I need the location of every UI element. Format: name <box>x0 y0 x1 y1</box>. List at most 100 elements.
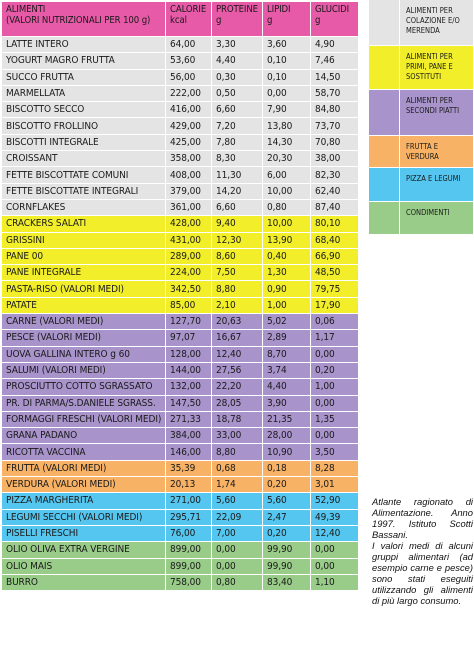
value-cell-prot: 18,78 <box>211 410 263 429</box>
value-cell-lip: 0,20 <box>262 476 311 494</box>
value-cell-lip: 99,90 <box>262 557 311 575</box>
table-row: OLIO OLIVA EXTRA VERGINE 899,00 0,00 99,90 0… <box>1 541 359 559</box>
value-cell-prot: 12,30 <box>211 231 263 249</box>
value-cell-prot: 7,80 <box>211 133 263 152</box>
table-row: SALUMI (VALORI MEDI) 144,00 27,56 3,74 0,20 <box>1 361 359 380</box>
value-cell-lip: 20,30 <box>262 150 311 168</box>
note-text: I valori medi di alcuni gruppi alimentar… <box>372 540 473 606</box>
header-food: ALIMENTI (VALORI NUTRIZIONALI PER 100 g) <box>1 1 166 37</box>
value-cell-cal: 361,00 <box>165 198 212 217</box>
value-cell-lip: 1,00 <box>262 296 311 315</box>
value-cell-cal: 224,00 <box>165 264 212 282</box>
value-cell-gluc: 1,17 <box>310 329 359 347</box>
value-cell-cal: 53,60 <box>165 52 212 70</box>
table-row: PANE INTEGRALE 224,00 7,50 1,30 48,50 <box>1 264 359 282</box>
table-row: BURRO 758,00 0,80 83,40 1,10 <box>1 573 359 592</box>
value-cell-lip: 0,40 <box>262 247 311 266</box>
legend-item-frutta: FRUTTA E VERDURA <box>369 136 473 168</box>
value-cell-lip: 5,02 <box>262 313 311 331</box>
food-name-cell: UOVA GALLINA INTERO g 60 <box>1 345 166 363</box>
legend-label: CONDIMENTI <box>406 208 450 217</box>
food-name-cell: PR. DI PARMA/S.DANIELE SGRASS. <box>1 394 166 412</box>
value-cell-cal: 408,00 <box>165 166 212 184</box>
value-cell-prot: 12,40 <box>211 345 263 363</box>
table-header-row: ALIMENTI (VALORI NUTRIZIONALI PER 100 g)… <box>1 1 359 37</box>
table-row: GRANA PADANO 384,00 33,00 28,00 0,00 <box>1 427 359 445</box>
value-cell-gluc: 49,39 <box>310 508 359 526</box>
legend-item-condimenti: CONDIMENTI <box>369 202 473 235</box>
table-row: BISCOTTI INTEGRALE 425,00 7,80 14,30 70,80 <box>1 133 359 152</box>
value-cell-lip: 5,60 <box>262 492 311 510</box>
value-cell-lip: 0,90 <box>262 280 311 298</box>
table-row: GRISSINI 431,00 12,30 13,90 68,40 <box>1 231 359 249</box>
value-cell-lip: 2,47 <box>262 508 311 526</box>
value-cell-gluc: 73,70 <box>310 117 359 135</box>
table-row: CARNE (VALORI MEDI) 127,70 20,63 5,02 0,06 <box>1 313 359 331</box>
value-cell-lip: 3,74 <box>262 361 311 380</box>
value-cell-gluc: 0,00 <box>310 557 359 575</box>
value-cell-cal: 342,50 <box>165 280 212 298</box>
value-cell-gluc: 0,00 <box>310 394 359 412</box>
food-name-cell: PANE INTEGRALE <box>1 264 166 282</box>
value-cell-gluc: 3,01 <box>310 476 359 494</box>
value-cell-gluc: 62,40 <box>310 182 359 200</box>
legend-swatch <box>369 136 400 167</box>
food-name-cell: GRANA PADANO <box>1 427 166 445</box>
value-cell-cal: 416,00 <box>165 101 212 119</box>
value-cell-prot: 1,74 <box>211 476 263 494</box>
value-cell-cal: 144,00 <box>165 361 212 380</box>
value-cell-prot: 5,60 <box>211 492 263 510</box>
value-cell-lip: 14,30 <box>262 133 311 152</box>
value-cell-cal: 271,33 <box>165 410 212 429</box>
value-cell-cal: 271,00 <box>165 492 212 510</box>
value-cell-prot: 11,30 <box>211 166 263 184</box>
legend-item-primi: ALIMENTI PER PRIMI, PANE E SOSTITUTI <box>369 46 473 90</box>
value-cell-cal: 425,00 <box>165 133 212 152</box>
header-glucids: GLUCIDI g <box>310 1 359 37</box>
legend-item-colazione: ALIMENTI PER COLAZIONE E/O MERENDA <box>369 0 473 46</box>
value-cell-gluc: 7,46 <box>310 52 359 70</box>
table-row: SUCCO FRUTTA 56,00 0,30 0,10 14,50 <box>1 68 359 86</box>
legend-label: FRUTTA E VERDURA <box>406 142 439 161</box>
legend-swatch <box>369 202 400 234</box>
value-cell-prot: 4,40 <box>211 52 263 70</box>
legend-swatch <box>369 46 400 89</box>
legend-label: ALIMENTI PER COLAZIONE E/O MERENDA <box>406 6 460 35</box>
value-cell-cal: 20,13 <box>165 476 212 494</box>
value-cell-cal: 147,50 <box>165 394 212 412</box>
value-cell-prot: 7,00 <box>211 524 263 543</box>
value-cell-cal: 431,00 <box>165 231 212 249</box>
value-cell-gluc: 0,06 <box>310 313 359 331</box>
food-name-cell: CARNE (VALORI MEDI) <box>1 313 166 331</box>
value-cell-prot: 22,09 <box>211 508 263 526</box>
value-cell-gluc: 82,30 <box>310 166 359 184</box>
value-cell-lip: 0,10 <box>262 52 311 70</box>
food-name-cell: BISCOTTO SECCO <box>1 101 166 119</box>
value-cell-gluc: 38,00 <box>310 150 359 168</box>
value-cell-gluc: 1,10 <box>310 573 359 592</box>
value-cell-prot: 0,80 <box>211 573 263 592</box>
value-cell-lip: 0,80 <box>262 198 311 217</box>
table-row: PASTA-RISO (VALORI MEDI) 342,50 8,80 0,90 79… <box>1 280 359 298</box>
value-cell-cal: 429,00 <box>165 117 212 135</box>
value-cell-gluc: 0,00 <box>310 345 359 363</box>
value-cell-lip: 0,00 <box>262 84 311 103</box>
value-cell-lip: 0,10 <box>262 68 311 86</box>
value-cell-cal: 295,71 <box>165 508 212 526</box>
value-cell-prot: 3,30 <box>211 35 263 54</box>
value-cell-cal: 127,70 <box>165 313 212 331</box>
legend-item-secondi: ALIMENTI PER SECONDI PIATTI <box>369 90 473 136</box>
table-row: PESCE (VALORI MEDI) 97,07 16,67 2,89 1,17 <box>1 329 359 347</box>
table-row: PIZZA MARGHERITA 271,00 5,60 5,60 52,90 <box>1 492 359 510</box>
value-cell-gluc: 84,80 <box>310 101 359 119</box>
legend-label: PIZZA E LEGUMI <box>406 174 461 183</box>
value-cell-prot: 22,20 <box>211 378 263 396</box>
value-cell-lip: 3,90 <box>262 394 311 412</box>
food-name-cell: PATATE <box>1 296 166 315</box>
table-row: OLIO MAIS 899,00 0,00 99,90 0,00 <box>1 557 359 575</box>
legend-label: ALIMENTI PER PRIMI, PANE E SOSTITUTI <box>406 52 453 81</box>
value-cell-prot: 6,60 <box>211 198 263 217</box>
header-calories: CALORIE kcal <box>165 1 212 37</box>
value-cell-lip: 3,60 <box>262 35 311 54</box>
value-cell-gluc: 3,50 <box>310 443 359 461</box>
